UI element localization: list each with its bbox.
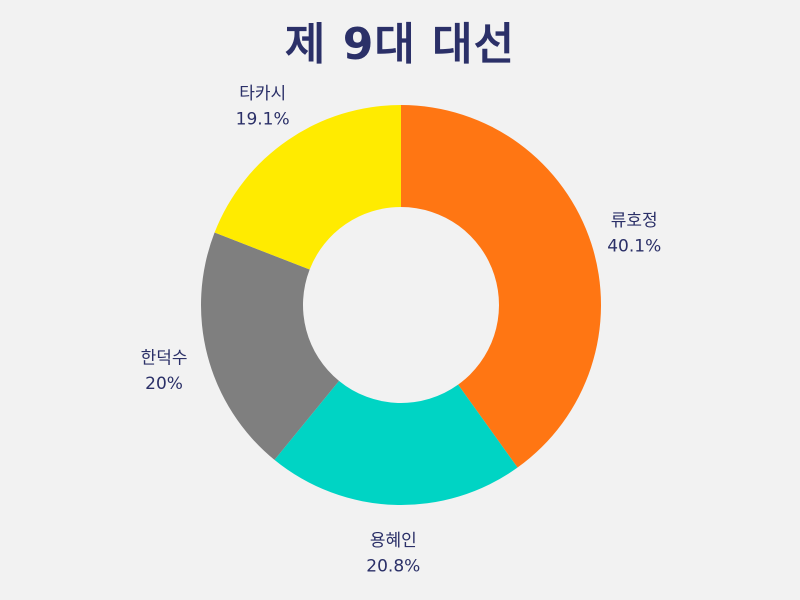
chart-title: 제 9대 대선	[284, 19, 516, 70]
slice-labels: 류호정 40.1% 용혜인 20.8% 한덕수 20% 타카시 19.1%	[141, 84, 662, 577]
slice-value-1: 20.8%	[366, 556, 420, 576]
donut-slice-2	[201, 232, 340, 460]
donut-slice-3	[214, 105, 401, 270]
slice-name-2: 한덕수	[141, 348, 188, 368]
donut-slice-1	[274, 380, 518, 505]
slice-label-1: 용혜인 20.8%	[366, 531, 420, 577]
slice-value-2: 20%	[145, 374, 183, 394]
slice-value-3: 19.1%	[236, 109, 290, 129]
slice-label-2: 한덕수 20%	[141, 348, 188, 394]
slice-label-3: 타카시 19.1%	[236, 84, 290, 130]
slice-name-1: 용혜인	[370, 531, 417, 551]
donut-slices	[201, 105, 601, 505]
donut-slice-0	[401, 105, 601, 468]
slice-value-0: 40.1%	[607, 237, 661, 257]
slice-name-3: 타카시	[239, 84, 286, 104]
slice-label-0: 류호정 40.1%	[607, 211, 661, 257]
slice-name-0: 류호정	[611, 211, 658, 231]
